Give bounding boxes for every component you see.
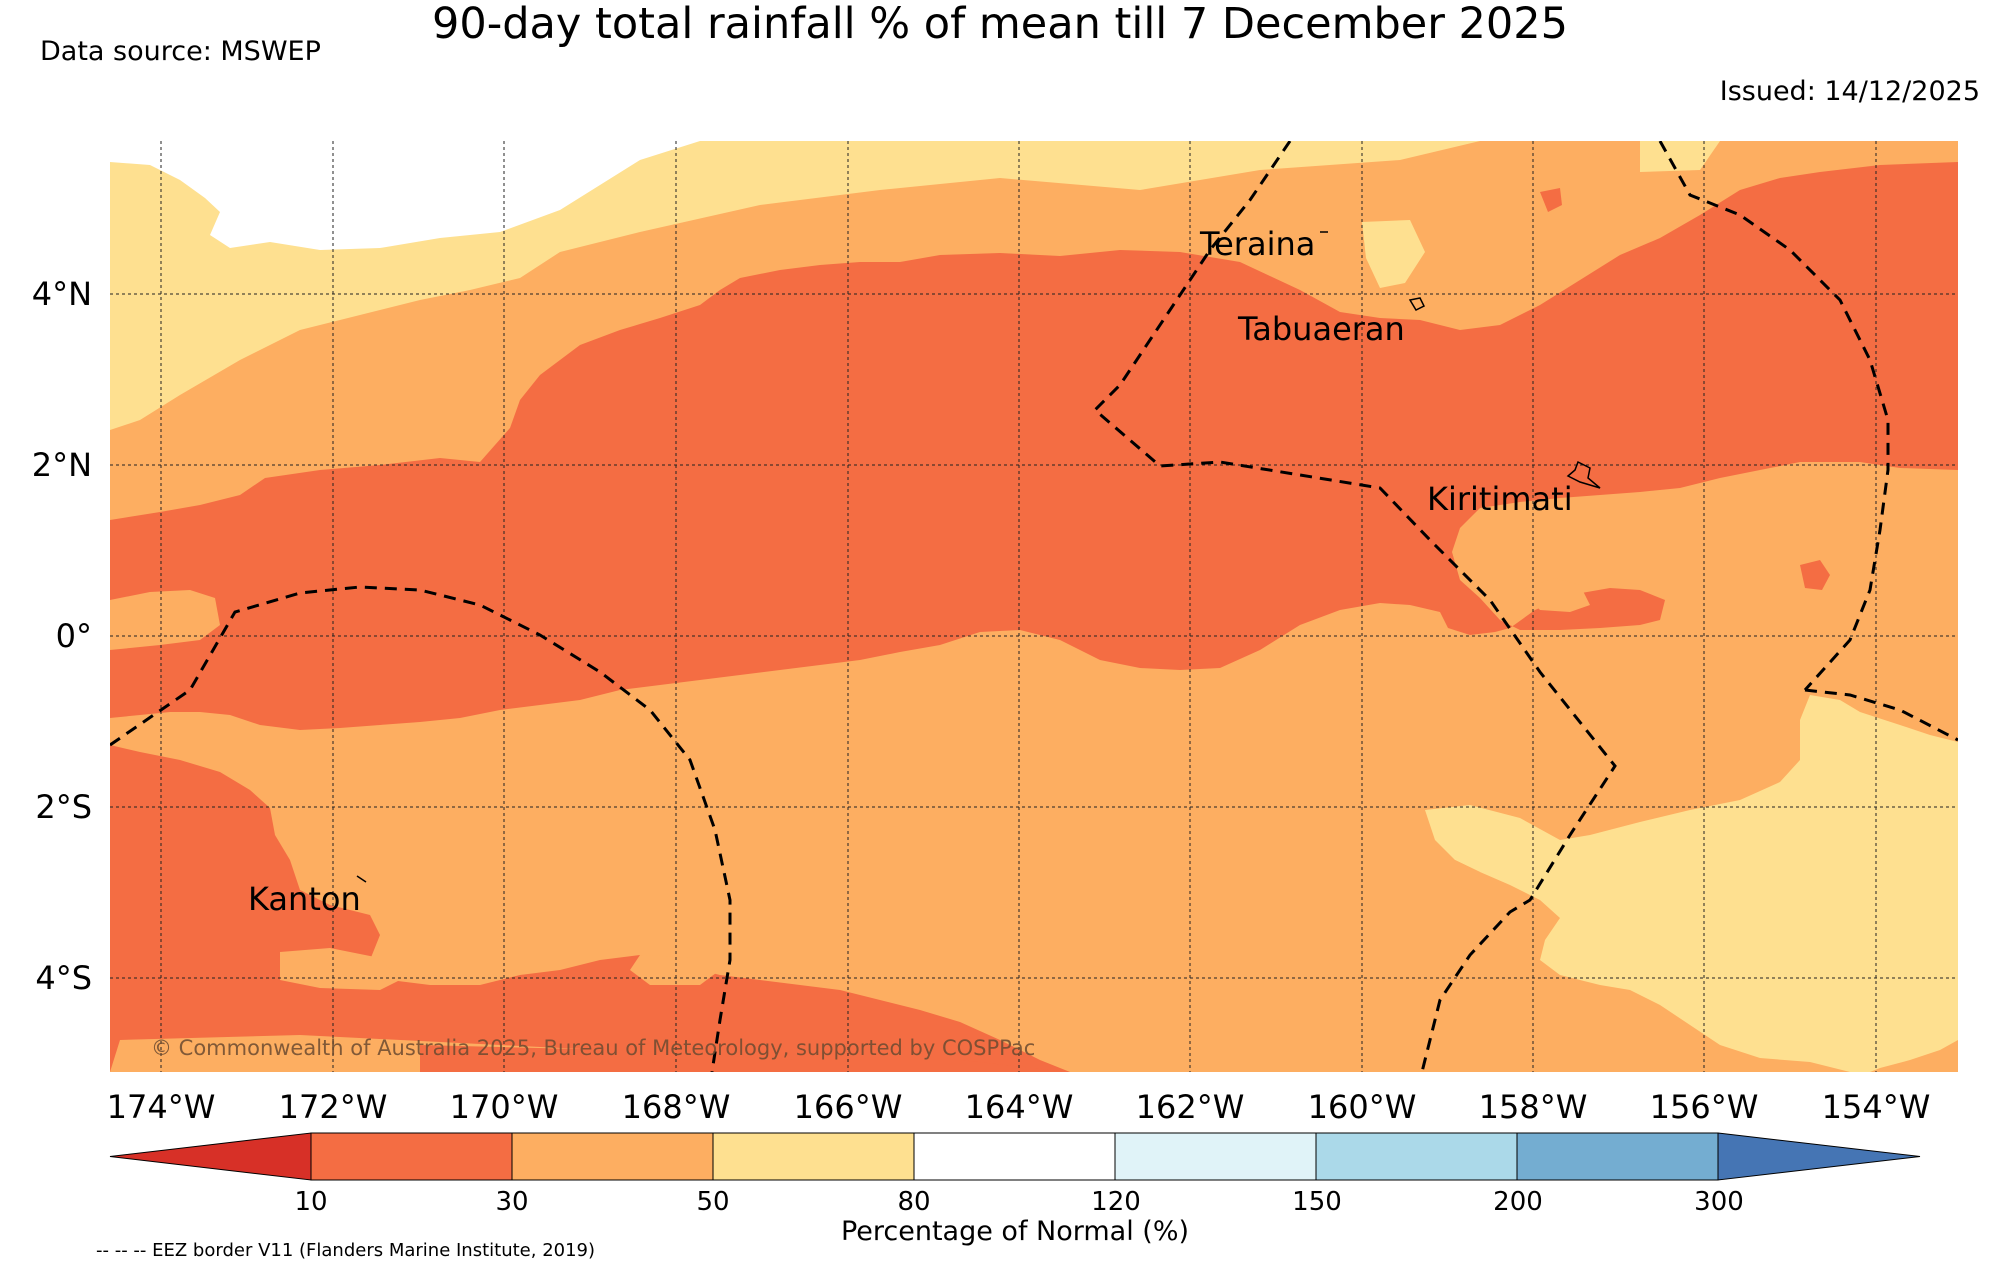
band-10-30-southwest [110, 745, 1070, 1072]
colorbar-tick: 150 [1292, 1187, 1342, 1217]
band-30-50-kiritimati-lobe [1520, 578, 1590, 612]
graticule [110, 141, 1958, 1072]
colorbar-segment [310, 1132, 513, 1181]
lon-label: 156°W [1650, 1088, 1759, 1126]
band-10-30-equatorial [110, 162, 1958, 730]
colorbar-segment [1516, 1132, 1719, 1181]
data-source-label: Data source: MSWEP [40, 36, 321, 67]
eez-borders [110, 141, 1958, 1072]
lon-label: 172°W [279, 1088, 388, 1126]
lon-label: 164°W [965, 1088, 1074, 1126]
tabuaeran-island [1408, 297, 1426, 311]
map-title: 90-day total rainfall % of mean till 7 D… [432, 0, 1568, 49]
lon-label: 170°W [450, 1088, 559, 1126]
band-50-80-southeast [1425, 695, 1958, 1072]
colorbar-segment [1717, 1132, 1921, 1181]
colorbar-segment [109, 1132, 312, 1181]
colorbar-tick: 80 [897, 1187, 930, 1217]
lon-label: 158°W [1479, 1088, 1588, 1126]
latitude-labels: 4°N 2°N 0° 2°S 4°S [32, 275, 92, 997]
colorbar [109, 1132, 1921, 1181]
colorbar-tick: 10 [294, 1187, 327, 1217]
place-kiritimati: Kiritimati [1427, 480, 1573, 518]
place-tabuaeran: Tabuaeran [1237, 310, 1405, 348]
colorbar-segment [511, 1132, 714, 1181]
lon-label: 166°W [794, 1088, 903, 1126]
lat-label: 0° [56, 617, 92, 655]
band-30-50-southeast-notch [1450, 860, 1480, 890]
lat-label: 2°N [32, 446, 92, 484]
lon-label: 162°W [1136, 1088, 1245, 1126]
band-30-50-kanton-stripe [280, 948, 400, 990]
red-spot-east [1800, 560, 1830, 590]
longitude-labels: 174°W 172°W 170°W 168°W 166°W 164°W 162°… [107, 1088, 1931, 1126]
band-50-80-northeast [1640, 141, 1720, 172]
lon-label: 168°W [622, 1088, 731, 1126]
lon-label: 154°W [1822, 1088, 1931, 1126]
place-kanton: Kanton [248, 880, 361, 918]
colorbar-segment [913, 1132, 1116, 1181]
copyright-notice: © Commonwealth of Australia 2025, Bureau… [151, 1036, 1035, 1060]
colorbar-tick: 300 [1694, 1187, 1744, 1217]
colorbar-label: Percentage of Normal (%) [841, 1216, 1189, 1247]
colorbar-ticks: 10 30 50 80 120 150 200 300 [294, 1187, 1743, 1217]
kiritimati-island [1566, 460, 1601, 489]
lon-label: 160°W [1308, 1088, 1417, 1126]
band-30-50-west-lobe [110, 590, 220, 650]
eez-footnote: -- -- -- EEZ border V11 (Flanders Marine… [96, 1240, 596, 1261]
colorbar-segment [1315, 1132, 1518, 1181]
lat-label: 2°S [35, 788, 92, 826]
colorbar-tick: 30 [495, 1187, 528, 1217]
issued-date: Issued: 14/12/2025 [1719, 76, 1980, 107]
rainfall-map-area[interactable]: Teraina Tabuaeran Kiritimati Kanton © Co… [110, 141, 1958, 1072]
lat-label: 4°S [35, 959, 92, 997]
red-spot-teraina [1540, 188, 1562, 212]
lon-label: 174°W [107, 1088, 216, 1126]
lat-label: 4°N [32, 275, 92, 313]
teraina-light-patch [1362, 220, 1425, 288]
colorbar-segment [712, 1132, 915, 1181]
band-10-30-south-edge [420, 1045, 1070, 1072]
colorbar-tick: 50 [696, 1187, 729, 1217]
colorbar-tick: 200 [1493, 1187, 1543, 1217]
kanton-island [356, 875, 367, 883]
place-teraina: Teraina [1199, 225, 1315, 263]
colorbar-segment [1114, 1132, 1317, 1181]
band-80-120-north [110, 141, 700, 250]
colorbar-tick: 120 [1091, 1187, 1141, 1217]
